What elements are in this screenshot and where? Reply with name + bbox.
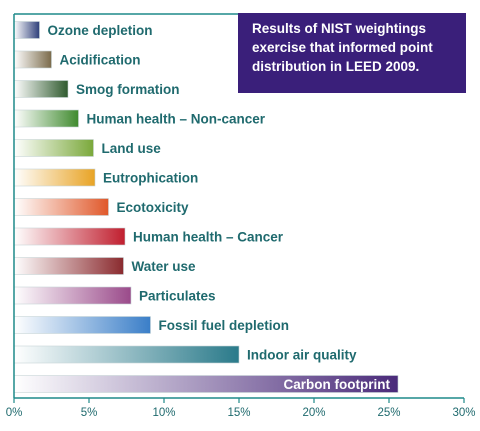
bar-label-11: Indoor air quality bbox=[247, 348, 357, 363]
bar-label-1: Acidification bbox=[60, 53, 141, 68]
bar-label-2: Smog formation bbox=[76, 82, 180, 97]
bar-label-0: Ozone depletion bbox=[48, 23, 153, 38]
bar-4 bbox=[13, 139, 94, 157]
bar-label-4: Land use bbox=[102, 141, 162, 156]
chart-title: Results of NIST weightings exercise that… bbox=[238, 13, 466, 93]
bar-label-7: Human health – Cancer bbox=[133, 230, 284, 245]
x-tick-label-5: 25% bbox=[377, 407, 400, 419]
x-tick-label-3: 15% bbox=[227, 407, 250, 419]
bar-8 bbox=[13, 257, 124, 275]
bar-label-12: Carbon footprint bbox=[284, 377, 391, 392]
bar-label-6: Ecotoxicity bbox=[117, 200, 190, 215]
bar-label-3: Human health – Non-cancer bbox=[87, 112, 266, 127]
x-tick-label-1: 5% bbox=[81, 407, 98, 419]
bar-0 bbox=[13, 21, 40, 39]
bar-label-8: Water use bbox=[132, 259, 197, 274]
x-axis: 0% 5% 10% 15% 20% 25% 30% bbox=[6, 398, 476, 419]
bar-label-9: Particulates bbox=[139, 289, 216, 304]
bar-7 bbox=[13, 227, 126, 246]
bar-10 bbox=[13, 316, 151, 334]
x-tick-label-6: 30% bbox=[452, 407, 475, 419]
bar-6 bbox=[13, 198, 109, 216]
bar-3 bbox=[13, 109, 79, 128]
x-tick-label-4: 20% bbox=[302, 407, 325, 419]
bar-1 bbox=[13, 50, 52, 69]
bar-5 bbox=[13, 168, 96, 187]
bar-label-5: Eutrophication bbox=[103, 171, 198, 186]
bar-11 bbox=[13, 345, 240, 364]
bar-9 bbox=[13, 286, 132, 305]
bar-2 bbox=[13, 80, 69, 98]
bar-label-10: Fossil fuel depletion bbox=[159, 318, 290, 333]
bars-layer: Ozone depletion Acidification Smog formati… bbox=[13, 21, 399, 393]
x-tick-label-0: 0% bbox=[6, 407, 23, 419]
x-tick-label-2: 10% bbox=[152, 407, 175, 419]
